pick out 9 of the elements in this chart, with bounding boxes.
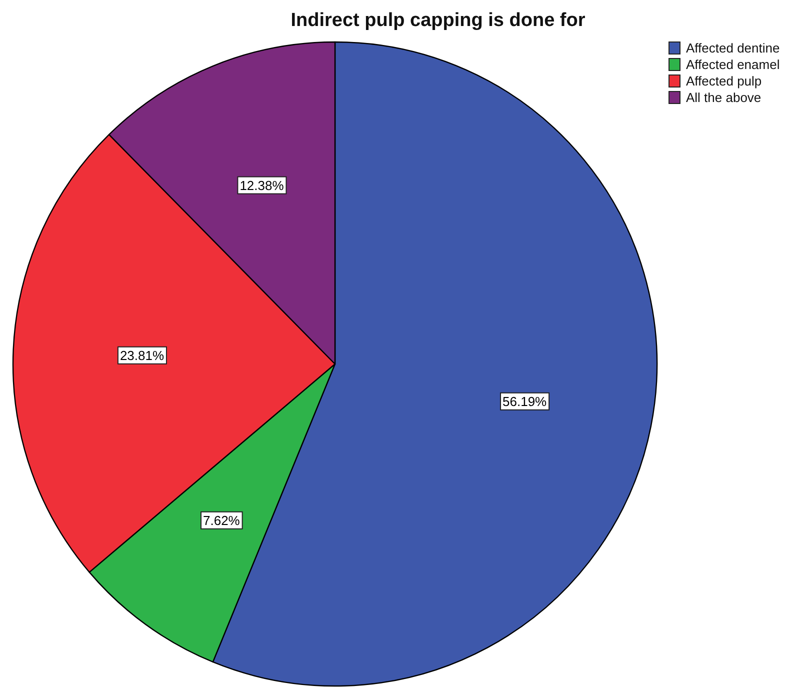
data-label: 12.38% <box>240 178 284 193</box>
legend-label: Affected pulp <box>686 74 762 88</box>
legend-label: Affected enamel <box>686 57 780 72</box>
legend-label: All the above <box>686 90 762 105</box>
chart-title: Indirect pulp capping is done for <box>290 10 586 31</box>
data-label: 23.81% <box>120 348 164 363</box>
data-label: 7.62% <box>203 512 240 528</box>
data-label: 56.19% <box>502 394 548 409</box>
legend-label: Affected dentine <box>686 40 780 56</box>
